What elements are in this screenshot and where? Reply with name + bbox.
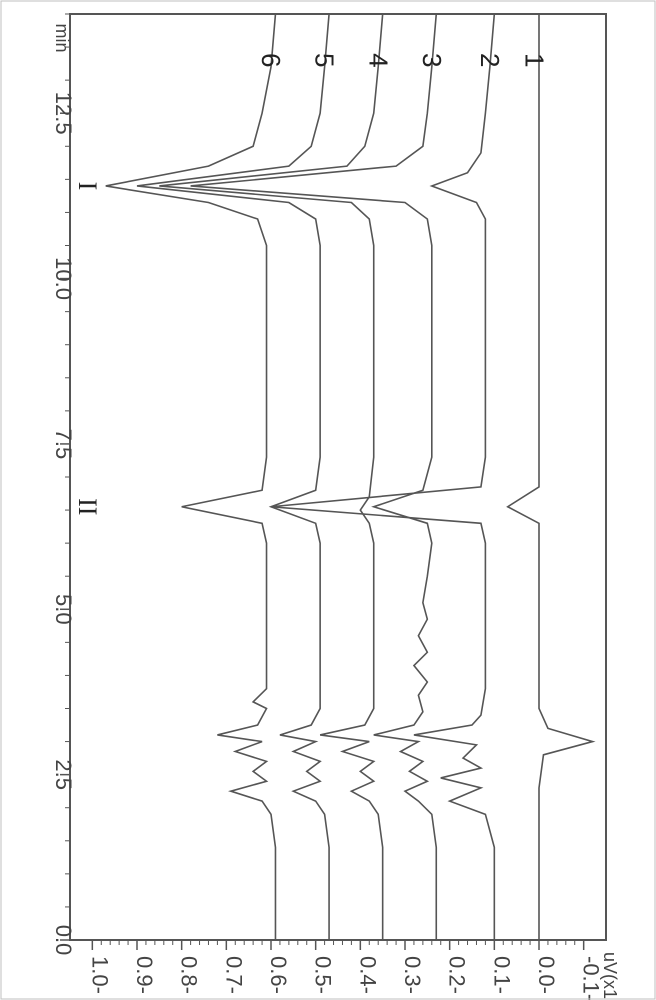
curve-label: 4	[363, 53, 393, 67]
curve-label: 2	[475, 53, 505, 67]
curve-label: 6	[256, 53, 286, 67]
curve-label: 3	[417, 53, 447, 67]
y-tick-label: 0.7-	[221, 956, 246, 994]
y-tick-label: 0.0-	[534, 956, 559, 994]
y-tick-label: 0.2-	[445, 956, 470, 994]
plot-area	[70, 14, 606, 940]
curve-label: 1	[520, 53, 550, 67]
chromatogram-chart: -0.1- 0.0- 0.1- 0.2- 0.3- 0.4- 0.5- 0.6- 0.7- 0.8…	[0, 0, 656, 1000]
x-tick-label: 7.5	[51, 429, 76, 460]
y-tick-label: 0.5-	[311, 956, 336, 994]
y-tick-label: 0.9-	[132, 956, 157, 994]
x-tick-label: 0.0	[51, 925, 76, 956]
y-tick-label: 0.1-	[489, 956, 514, 994]
y-tick-label: 0.8-	[177, 956, 202, 994]
peak-label: I	[73, 182, 102, 191]
x-tick-label: 12.5	[51, 92, 76, 135]
y-tick-label: 0.3-	[400, 956, 425, 994]
y-tick-label: 0.4-	[355, 956, 380, 994]
x-tick-label: 10.0	[51, 257, 76, 300]
x-tick-label: 2.5	[51, 759, 76, 790]
peak-label: II	[73, 498, 102, 515]
x-tick-label: 5.0	[51, 594, 76, 625]
y-tick-label: -0.1-	[579, 956, 604, 1000]
x-axis-unit-label: min	[52, 23, 72, 52]
curve-label: 5	[310, 53, 340, 67]
y-axis-unit-label: uV(x1,000,000)	[600, 952, 620, 1000]
y-tick-label: 1.0-	[87, 956, 112, 994]
y-tick-label: 0.6-	[266, 956, 291, 994]
